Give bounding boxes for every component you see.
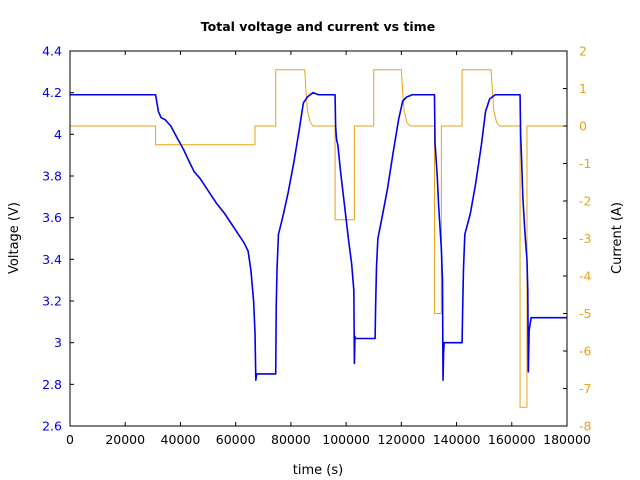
chart-title: Total voltage and current vs time: [201, 19, 435, 34]
x-tick-label: 80000: [271, 432, 311, 447]
y-right-axis-ticks: -8 -7 -6 -5 -4 -3 -2 -1 0 1 2: [563, 44, 592, 434]
y-right-tick-label: 1: [579, 81, 587, 96]
y-left-tick-label: 4.4: [42, 44, 62, 59]
x-tick-label: 0: [66, 432, 74, 447]
x-axis-label: time (s): [293, 463, 343, 478]
y-right-tick-label: -5: [579, 306, 591, 321]
y-left-axis-ticks: 2.6 2.8 3 3.2 3.4 3.6 3.8 4 4.2 4.4: [42, 44, 74, 434]
current-series-line: [70, 69, 567, 408]
x-tick-label: 140000: [433, 432, 481, 447]
x-tick-label: 20000: [105, 432, 145, 447]
series-layer: [70, 69, 567, 408]
y-left-tick-label: 3.2: [42, 294, 62, 309]
y-left-tick-label: 3.4: [42, 252, 62, 267]
y-left-tick-label: 4.2: [42, 85, 62, 100]
y-left-axis-label: Voltage (V): [7, 202, 22, 274]
y-left-tick-label: 3.6: [42, 210, 62, 225]
y-right-axis-label: Current (A): [610, 202, 625, 274]
y-right-tick-label: 0: [579, 119, 587, 134]
plot-frame: [69, 50, 568, 427]
y-left-tick-label: 3: [54, 335, 62, 350]
y-right-tick-label: -1: [579, 156, 591, 171]
x-tick-label: 60000: [216, 432, 256, 447]
y-right-tick-label: -8: [579, 419, 592, 434]
x-tick-label: 100000: [322, 432, 370, 447]
x-tick-label: 160000: [488, 432, 536, 447]
voltage-series-line: [70, 91, 567, 381]
y-left-tick-label: 4: [54, 127, 62, 142]
y-left-tick-label: 3.8: [42, 169, 62, 184]
y-right-tick-label: -6: [579, 344, 592, 359]
y-right-tick-label: -2: [579, 194, 591, 209]
x-tick-label: 120000: [377, 432, 425, 447]
y-left-tick-label: 2.6: [42, 419, 62, 434]
y-right-tick-label: -3: [579, 231, 591, 246]
x-tick-label: 180000: [543, 432, 591, 447]
x-tick-label: 40000: [161, 432, 201, 447]
y-right-tick-label: 2: [579, 44, 587, 59]
y-right-tick-label: -7: [579, 381, 591, 396]
y-right-tick-label: -4: [579, 269, 592, 284]
x-axis-ticks: 0 20000 40000 60000 80000 100000 120000 140000 1…: [66, 51, 591, 447]
y-left-tick-label: 2.8: [42, 377, 62, 392]
